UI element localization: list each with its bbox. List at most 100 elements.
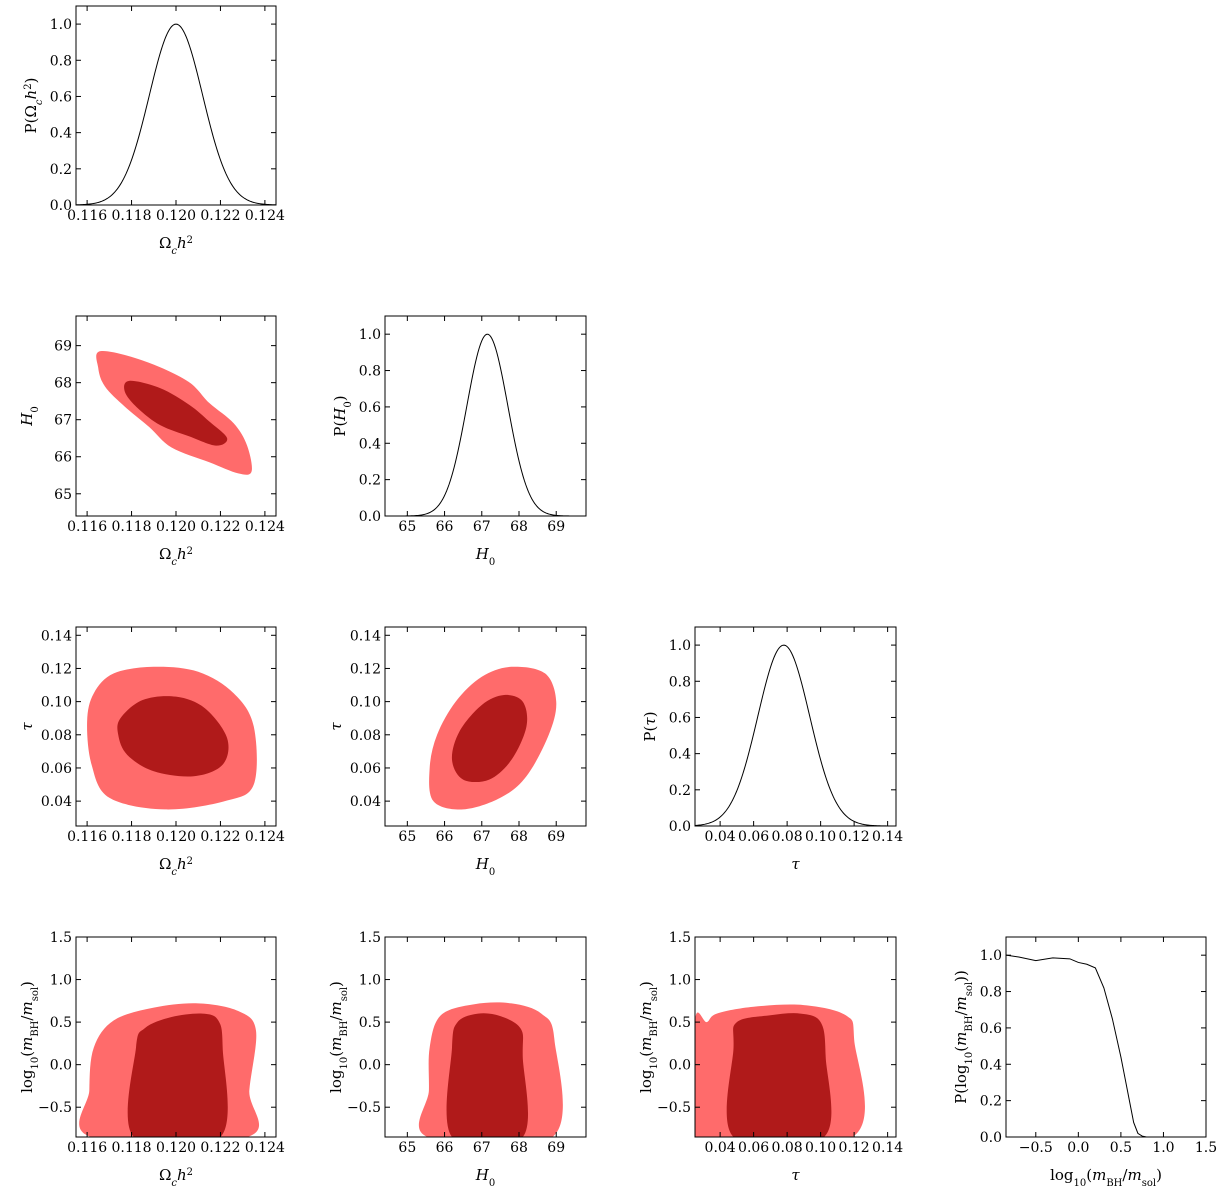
marginal-tau-xtick-label: 0.14 xyxy=(872,829,903,845)
marginal-omch2-ytick-label: 0.2 xyxy=(50,162,72,178)
marginal-omch2-xtick-label: 0.118 xyxy=(112,208,152,224)
marginal-logm-ytick-label: 0.4 xyxy=(980,1057,1002,1073)
marginal-omch2-ytick-label: 0.8 xyxy=(50,53,72,69)
joint-H0-xtick-label: 67 xyxy=(473,1140,491,1156)
marginal-tau-ytick-label: 0.8 xyxy=(669,674,691,690)
y-axis-label-tau: τ xyxy=(18,722,36,731)
joint-panel-H0-logm: 65 66 67 68 69 −0.5 0.0 0.5 1.0 1.5 H0 log10(mBH/ms… xyxy=(327,930,587,1188)
marginal-omch2-xtick-label: 0.116 xyxy=(67,208,107,224)
joint-omch2-xtick-label: 0.116 xyxy=(67,519,107,535)
joint-omch2-xtick-label: 0.124 xyxy=(245,829,285,845)
joint-omch2-xtick-label: 0.122 xyxy=(200,829,240,845)
marginal-panel-tau: 0.04 0.06 0.08 0.10 0.12 0.14 0.0 0.2 0.4 0.6 0.8 1… xyxy=(641,626,903,873)
joint-logm-ytick-label: 1.5 xyxy=(359,930,381,946)
joint-omch2-xtick-label: 0.118 xyxy=(112,1140,152,1156)
joint-omch2-xtick-label: 0.120 xyxy=(156,1140,196,1156)
joint-tau-xtick-label: 0.12 xyxy=(839,1140,870,1156)
marginal-H0-xtick-label: 66 xyxy=(436,519,454,535)
panel-frame xyxy=(1005,936,1207,1138)
x-axis-label-tau: τ xyxy=(791,855,800,873)
joint-tau-ytick-label: 0.06 xyxy=(350,761,381,777)
joint-H0-xtick-label: 65 xyxy=(398,1140,416,1156)
marginal-H0-xtick-label: 67 xyxy=(473,519,491,535)
joint-omch2-xtick-label: 0.118 xyxy=(112,519,152,535)
joint-H0-xtick-label: 68 xyxy=(510,829,528,845)
joint-tau-ytick-label: 0.10 xyxy=(350,695,381,711)
joint-panel-tau-logm: 0.04 0.06 0.08 0.10 0.12 0.14 −0.5 0.0 0.5 1.0 1.5… xyxy=(637,930,903,1184)
joint-tau-ytick-label: 0.14 xyxy=(350,628,381,644)
marginal-omch2-xtick-label: 0.120 xyxy=(156,208,196,224)
contour-1sigma xyxy=(124,380,228,446)
joint-logm-ytick-label: 1.5 xyxy=(50,930,72,946)
panel-frame xyxy=(384,936,587,1138)
x-axis-label-tau: τ xyxy=(791,1166,800,1184)
joint-H0-xtick-label: 67 xyxy=(473,829,491,845)
marginal-omch2-xtick-label: 0.124 xyxy=(245,208,285,224)
marginal-tau-xtick-label: 0.04 xyxy=(705,829,736,845)
joint-tau-ytick-label: 0.04 xyxy=(41,794,72,810)
joint-logm-ytick-label: 0.0 xyxy=(359,1058,381,1074)
joint-tau-xtick-label: 0.06 xyxy=(738,1140,769,1156)
joint-panel-omch2-tau: 0.116 0.118 0.120 0.122 0.124 0.04 0.06 0.08 0.1… xyxy=(18,626,285,878)
joint-logm-ytick-label: 0.0 xyxy=(50,1058,72,1074)
joint-H0-xtick-label: 68 xyxy=(510,1140,528,1156)
marginal-logm-xtick-label: −0.5 xyxy=(1019,1140,1053,1156)
x-axis-label-H0: H0 xyxy=(475,545,495,568)
marginal-H0-xtick-label: 65 xyxy=(398,519,416,535)
panel-frame xyxy=(694,626,897,827)
marginal-panel-logm: −0.5 0.0 0.5 1.0 1.5 0.0 0.2 0.4 0.6 0.8 1.0 log10(… xyxy=(952,936,1217,1188)
x-axis-label-omch2: Ωch2 xyxy=(159,545,193,568)
marginal-H0-xtick-label: 68 xyxy=(510,519,528,535)
joint-H0-xtick-label: 69 xyxy=(547,1140,565,1156)
joint-tau-xtick-label: 0.14 xyxy=(872,1140,903,1156)
marginal-tau-ytick-label: 0.0 xyxy=(669,819,691,835)
y-axis-label-logm: log10(mBH/msol) xyxy=(327,981,350,1093)
marginal-panel-omch2: 0.116 0.118 0.120 0.122 0.124 0.0 0.2 0.4 0.6 0.8… xyxy=(22,5,285,257)
contour-1sigma xyxy=(446,1013,528,1137)
marginal-H0-xtick-label: 69 xyxy=(547,519,565,535)
contour-1sigma xyxy=(726,1013,832,1137)
joint-tau-ytick-label: 0.14 xyxy=(41,628,72,644)
marginal-omch2-ytick-label: 0.0 xyxy=(50,198,72,214)
marginal-omch2-xtick-label: 0.122 xyxy=(200,208,240,224)
joint-tau-xtick-label: 0.08 xyxy=(772,1140,803,1156)
joint-omch2-xtick-label: 0.124 xyxy=(245,1140,285,1156)
y-axis-label-P-logm: P(log10(mBH/msol)) xyxy=(952,970,975,1104)
joint-H0-xtick-label: 66 xyxy=(436,829,454,845)
contour-1sigma xyxy=(117,696,229,777)
marginal-curve-omch2 xyxy=(76,23,276,205)
joint-omch2-xtick-label: 0.124 xyxy=(245,519,285,535)
joint-omch2-xtick-label: 0.116 xyxy=(67,1140,107,1156)
joint-logm-ytick-label: −0.5 xyxy=(657,1100,691,1116)
joint-omch2-xtick-label: 0.116 xyxy=(67,829,107,845)
x-axis-label-logm: log10(mBH/msol) xyxy=(1050,1166,1162,1188)
contour-1sigma xyxy=(451,694,528,783)
joint-tau-ytick-label: 0.10 xyxy=(41,695,72,711)
joint-tau-ytick-label: 0.08 xyxy=(41,728,72,744)
joint-tau-ytick-label: 0.12 xyxy=(41,661,72,677)
joint-H0-xtick-label: 66 xyxy=(436,1140,454,1156)
marginal-curve-tau xyxy=(695,644,896,826)
marginal-curve-logm xyxy=(1006,954,1147,1137)
joint-logm-ytick-label: 1.0 xyxy=(359,973,381,989)
panel-frame xyxy=(75,5,277,206)
joint-tau-ytick-label: 0.12 xyxy=(350,661,381,677)
x-axis-label-H0: H0 xyxy=(475,855,495,878)
joint-logm-ytick-label: 0.0 xyxy=(669,1058,691,1074)
joint-tau-xtick-label: 0.10 xyxy=(805,1140,836,1156)
marginal-tau-ytick-label: 0.2 xyxy=(669,783,691,799)
marginal-tau-ytick-label: 0.6 xyxy=(669,710,691,726)
y-axis-label-tau: τ xyxy=(327,722,345,731)
y-axis-label-H0: H0 xyxy=(18,406,41,426)
marginal-H0-ytick-label: 0.4 xyxy=(359,436,381,452)
marginal-logm-xtick-label: 0.0 xyxy=(1067,1140,1089,1156)
joint-H0-xtick-label: 69 xyxy=(547,829,565,845)
marginal-logm-ytick-label: 0.8 xyxy=(980,985,1002,1001)
joint-panel-omch2-logm: 0.116 0.118 0.120 0.122 0.124 −0.5 0.0 0.5 1.0 1.… xyxy=(18,930,285,1188)
joint-H0-ytick-label: 65 xyxy=(54,487,72,503)
marginal-tau-xtick-label: 0.10 xyxy=(805,829,836,845)
y-axis-label-logm: log10(mBH/msol) xyxy=(18,981,41,1093)
x-axis-label-omch2: Ωch2 xyxy=(159,234,193,257)
marginal-logm-ytick-label: 0.6 xyxy=(980,1021,1002,1037)
